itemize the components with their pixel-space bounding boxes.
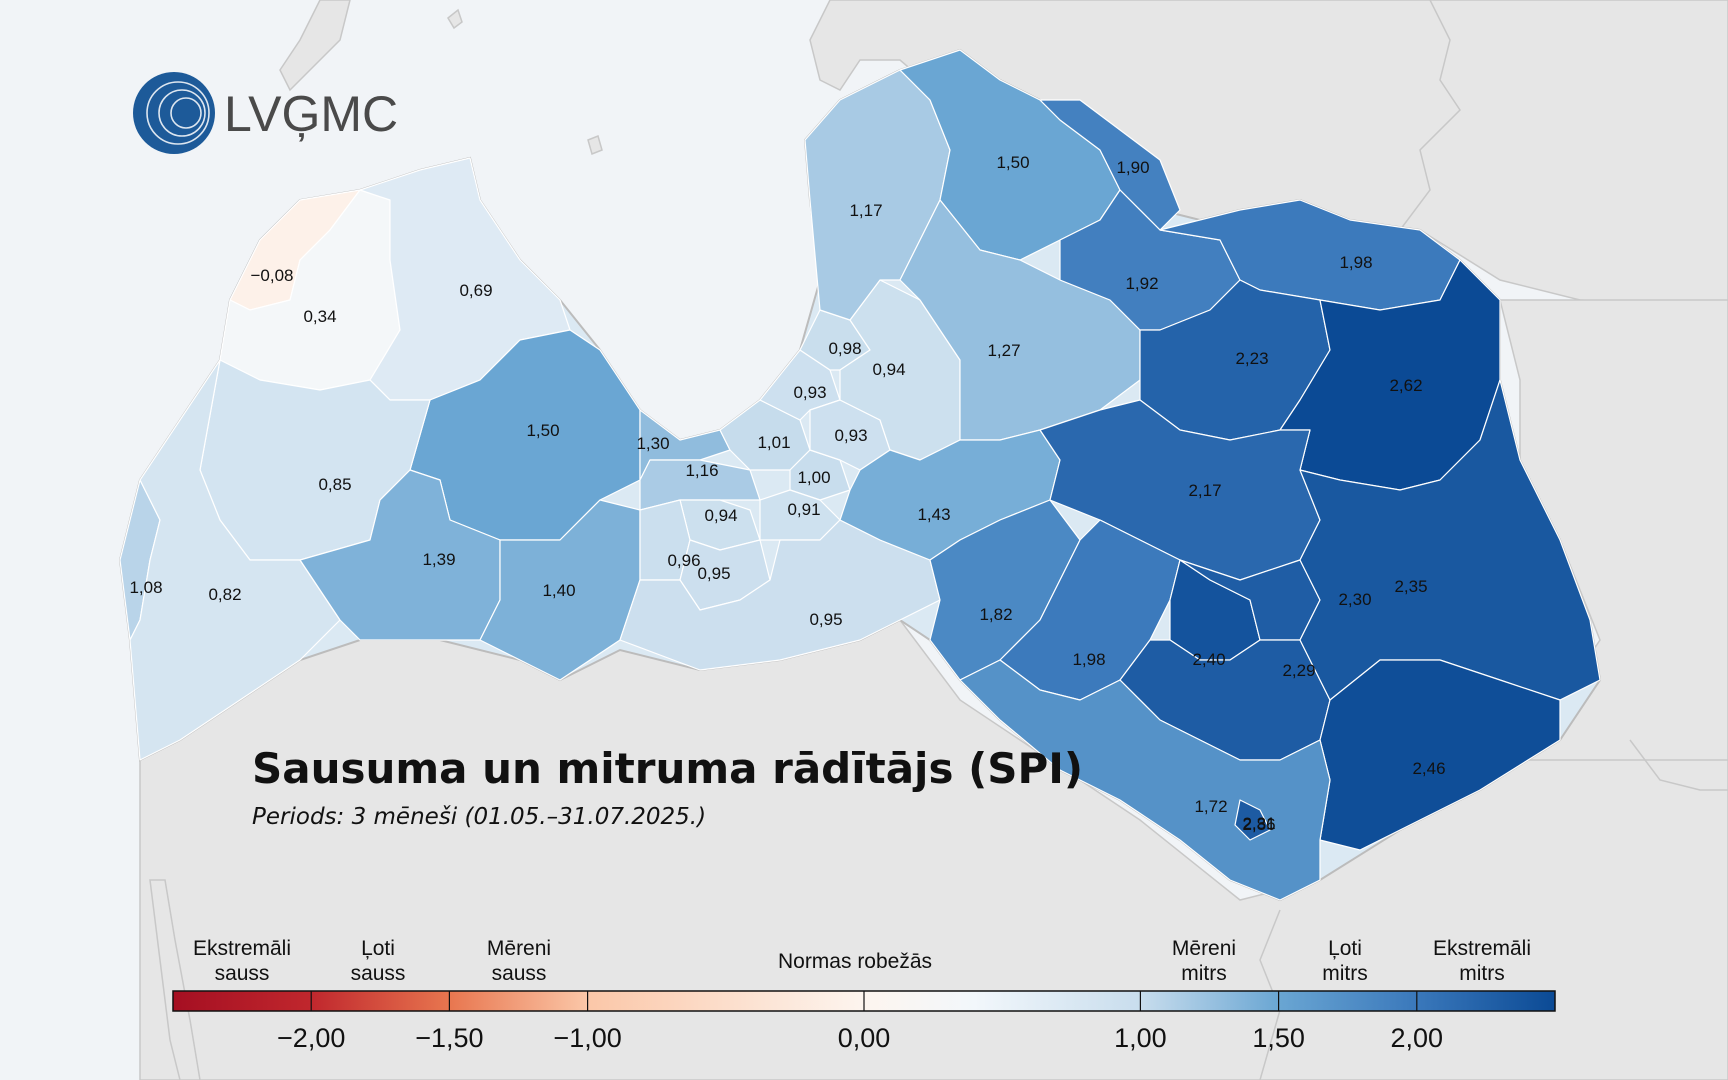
legend-category-normal: Normas robežās bbox=[778, 950, 932, 973]
region-h-label: 1,39 bbox=[422, 550, 455, 569]
region-ao-shape bbox=[1234, 799, 1271, 841]
region-t-label: 0,98 bbox=[828, 339, 861, 358]
logo: LVĢMC bbox=[133, 72, 398, 154]
region-k-label: 1,16 bbox=[685, 461, 718, 480]
region-ap-label: 2,86 bbox=[1242, 815, 1275, 834]
legend-categories: Ekstremāli sauss Ļoti sauss Mēreni sauss Norma… bbox=[193, 937, 1531, 985]
legend-category-extremely-wet: Ekstremāli mitrs bbox=[1433, 937, 1531, 985]
region-shapes bbox=[119, 49, 1601, 901]
region-ao-label: 2,31 bbox=[1242, 814, 1275, 833]
region-ae-label: 2,62 bbox=[1389, 376, 1422, 395]
logo-text: LVĢMC bbox=[224, 86, 398, 142]
region-ai-label: 2,40 bbox=[1192, 650, 1225, 669]
region-g-shape bbox=[129, 359, 341, 761]
border-lines bbox=[1259, 0, 1728, 1080]
region-p-label: 1,00 bbox=[797, 468, 830, 487]
logo-circle bbox=[133, 72, 215, 154]
region-ah-label: 1,98 bbox=[1072, 650, 1105, 669]
region-r-label: 0,93 bbox=[793, 383, 826, 402]
region-ac-label: 1,98 bbox=[1339, 253, 1372, 272]
region-aa-shape bbox=[1039, 99, 1181, 231]
region-af-label: 2,17 bbox=[1188, 481, 1221, 500]
region-ag-label: 1,82 bbox=[979, 605, 1012, 624]
region-ak-label: 2,30 bbox=[1338, 590, 1371, 609]
region-ab-label: 1,92 bbox=[1125, 274, 1158, 293]
region-aj-label: 2,29 bbox=[1282, 661, 1315, 680]
map-title: Sausuma un mitruma rādītājs (SPI) bbox=[252, 744, 1084, 793]
logo-ring-1 bbox=[146, 81, 210, 145]
region-w-label: 1,17 bbox=[849, 201, 882, 220]
region-al-label: 2,35 bbox=[1394, 577, 1427, 596]
region-b-label: 0,34 bbox=[303, 307, 336, 326]
region-n-label: 0,95 bbox=[697, 564, 730, 583]
spit bbox=[149, 879, 201, 1080]
region-s-label: 0,93 bbox=[834, 426, 867, 445]
map-subtitle: Periods: 3 mēneši (01.05.–31.07.2025.) bbox=[252, 804, 707, 830]
region-y-label: 1,27 bbox=[987, 341, 1020, 360]
legend-tick-label-6: 2,00 bbox=[1391, 1023, 1444, 1053]
region-a-label: −0,08 bbox=[250, 266, 293, 285]
legend-tick-label-5: 1,50 bbox=[1252, 1023, 1305, 1053]
legend-tick-labels: −2,00 −1,50 −1,00 0,00 1,00 1,50 2,00 bbox=[277, 1023, 1443, 1053]
legend-tick-label-0: −2,00 bbox=[277, 1023, 345, 1053]
region-j-label: 1,30 bbox=[636, 434, 669, 453]
region-x-label: 1,50 bbox=[996, 153, 1029, 172]
legend-tick-label-3: 0,00 bbox=[838, 1023, 891, 1053]
legend: −2,00 −1,50 −1,00 0,00 1,00 1,50 2,00 Ekstremā… bbox=[172, 937, 1556, 1053]
region-an-shape bbox=[959, 659, 1331, 901]
logo-ring-2 bbox=[158, 89, 206, 137]
region-i-label: 1,40 bbox=[542, 581, 575, 600]
legend-category-moderately-dry: Mēreni sauss bbox=[487, 937, 551, 985]
region-ad-label: 2,23 bbox=[1235, 349, 1268, 368]
region-f-label: 1,08 bbox=[129, 578, 162, 597]
region-c-label: 0,69 bbox=[459, 281, 492, 300]
region-l-label: 0,94 bbox=[704, 506, 737, 525]
region-o-label: 1,01 bbox=[757, 433, 790, 452]
region-q-label: 0,91 bbox=[787, 500, 820, 519]
region-an-label: 1,72 bbox=[1194, 797, 1227, 816]
region-u-label: 0,94 bbox=[872, 360, 905, 379]
region-m-label: 0,96 bbox=[667, 551, 700, 570]
island-2 bbox=[587, 134, 603, 156]
region-z-label: 1,43 bbox=[917, 505, 950, 524]
island-3 bbox=[279, 0, 351, 92]
legend-category-moderately-wet: Mēreni mitrs bbox=[1172, 937, 1236, 985]
region-e-label: 0,85 bbox=[318, 475, 351, 494]
legend-tick-lines bbox=[310, 991, 1418, 1011]
legend-tick-label-1: −1,50 bbox=[415, 1023, 483, 1053]
region-v-label: 0,95 bbox=[809, 610, 842, 629]
legend-category-very-wet: Ļoti mitrs bbox=[1322, 937, 1368, 985]
logo-ring-3 bbox=[170, 97, 202, 129]
legend-tick-label-4: 1,00 bbox=[1114, 1023, 1167, 1053]
island-1 bbox=[447, 8, 463, 30]
region-labels: −0,08 0,34 0,69 1,50 0,85 1,08 0,82 1,39 1,40 1,3… bbox=[129, 153, 1445, 834]
region-v-shape bbox=[619, 519, 941, 671]
legend-tick-label-2: −1,00 bbox=[553, 1023, 621, 1053]
legend-category-extremely-dry: Ekstremāli sauss bbox=[193, 937, 291, 985]
region-aa-label: 1,90 bbox=[1116, 158, 1149, 177]
region-am-label: 2,46 bbox=[1412, 759, 1445, 778]
region-g-label: 0,82 bbox=[208, 585, 241, 604]
region-d-label: 1,50 bbox=[526, 421, 559, 440]
legend-category-very-dry: Ļoti sauss bbox=[351, 937, 406, 985]
